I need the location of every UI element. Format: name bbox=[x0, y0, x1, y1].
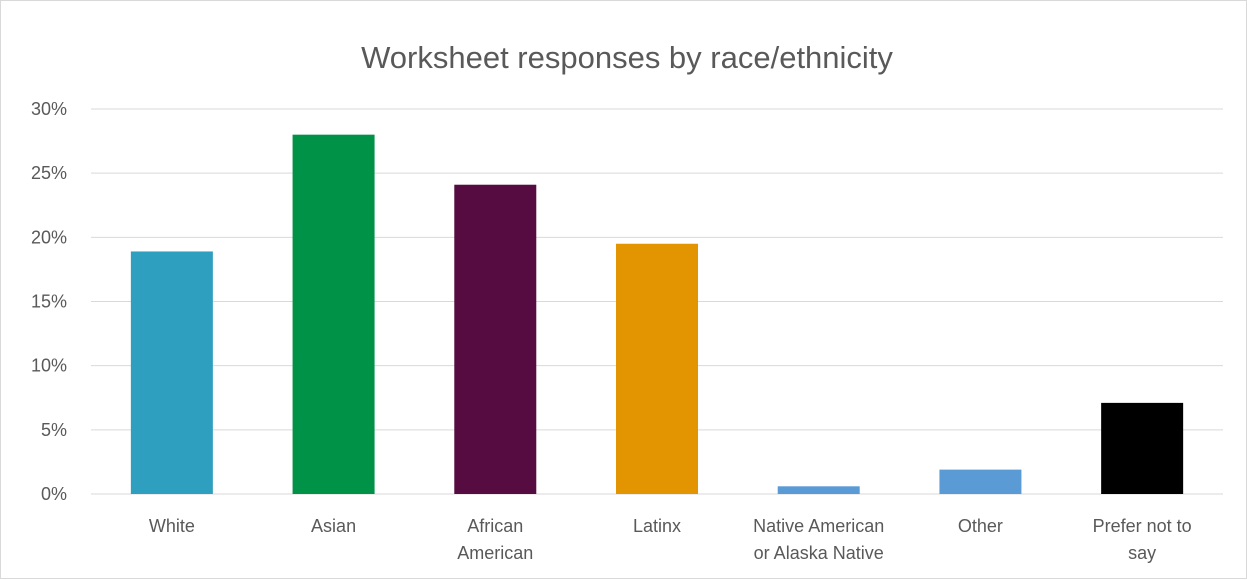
y-tick-label: 15% bbox=[31, 292, 67, 312]
bar bbox=[939, 469, 1022, 494]
bars bbox=[130, 134, 1184, 494]
bar bbox=[292, 134, 375, 494]
bar bbox=[777, 486, 860, 494]
chart-title: Worksheet responses by race/ethnicity bbox=[361, 40, 893, 75]
y-tick-label: 0% bbox=[41, 484, 67, 504]
bar bbox=[130, 251, 213, 494]
x-tick-label: Prefer not to say bbox=[1093, 516, 1192, 563]
x-tick-label: Asian bbox=[311, 516, 356, 536]
y-axis-ticks: 0% 5% 10% 15% 20% 25% 30% bbox=[31, 99, 67, 504]
y-tick-label: 25% bbox=[31, 163, 67, 183]
x-tick-label: Native American or Alaska Native bbox=[753, 516, 884, 563]
y-tick-label: 20% bbox=[31, 227, 67, 247]
bar bbox=[1101, 402, 1184, 494]
y-tick-label: 10% bbox=[31, 356, 67, 376]
bar bbox=[454, 184, 537, 494]
y-tick-label: 5% bbox=[41, 420, 67, 440]
x-tick-label: White bbox=[149, 516, 195, 536]
x-axis-ticks: White Asian African American Latinx Native Am… bbox=[149, 516, 1192, 563]
x-tick-label: African American bbox=[457, 516, 533, 563]
x-tick-label: Latinx bbox=[633, 516, 681, 536]
x-tick-label: Other bbox=[958, 516, 1003, 536]
bar bbox=[616, 243, 698, 494]
y-tick-label: 30% bbox=[31, 99, 67, 119]
